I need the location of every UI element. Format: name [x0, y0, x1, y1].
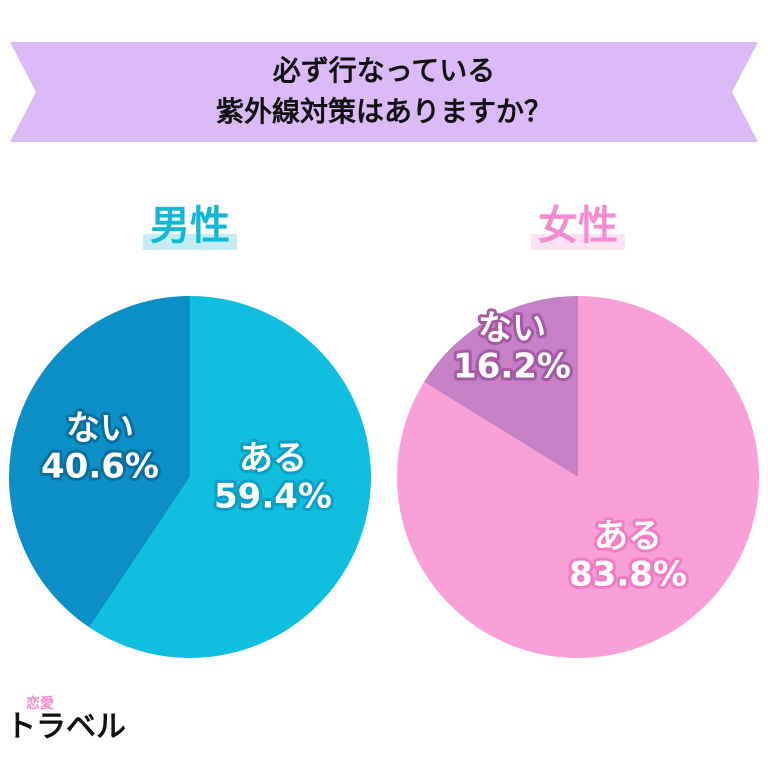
title-banner — [10, 42, 758, 142]
title-highlight — [143, 234, 237, 250]
slice-category: ある — [594, 517, 662, 557]
slice-value-label: 83.8% — [569, 555, 687, 595]
title-line: 紫外線対策はありますか？ — [216, 95, 552, 128]
pie-slice — [89, 296, 372, 658]
title-highlight — [531, 234, 625, 250]
logo-text: トラベル — [6, 710, 126, 745]
pie-slice — [423, 296, 578, 477]
slice-value-label: 59.4% — [214, 477, 332, 517]
pie-title: 女性 — [538, 203, 618, 249]
pie-slice — [397, 296, 760, 659]
pie-title: 男性 — [150, 203, 230, 249]
slice-category: ない — [478, 309, 546, 349]
logo-small: 恋愛 — [26, 695, 54, 712]
title-line: 必ず行なっている — [273, 54, 496, 87]
slice-category: ある — [239, 439, 307, 479]
slice-category: ない — [66, 409, 134, 449]
slice-value-label: 16.2% — [453, 347, 571, 387]
pie-slice — [9, 296, 190, 628]
slice-value-label: 40.6% — [41, 447, 159, 487]
